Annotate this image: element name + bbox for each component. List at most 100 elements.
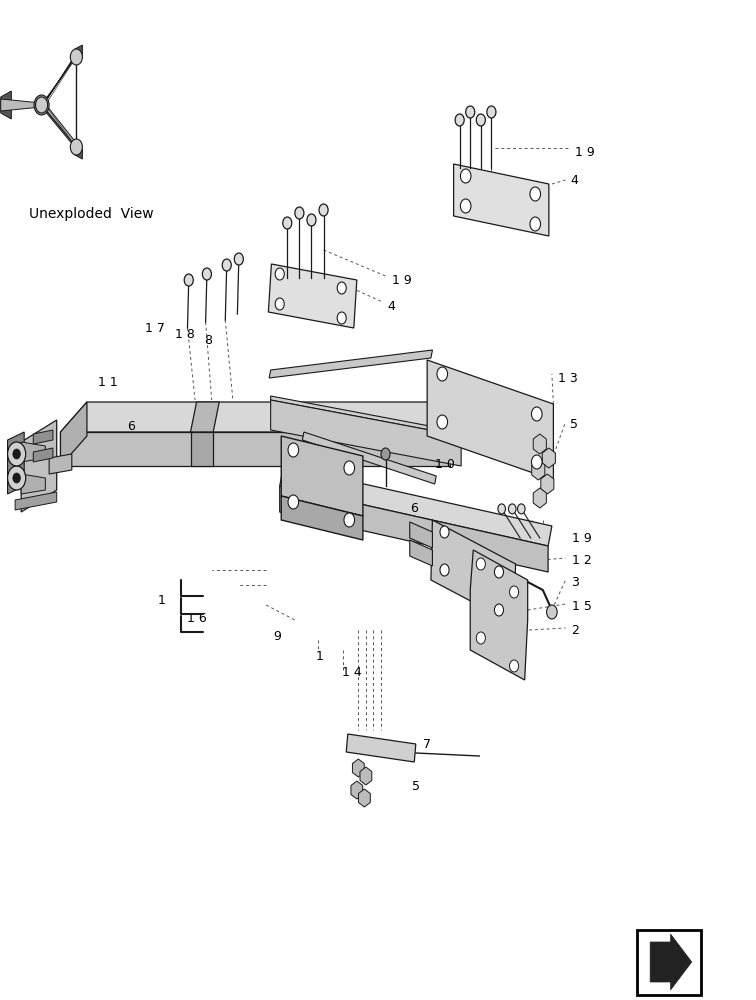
Text: 1 7: 1 7 [145,322,165,334]
Text: 7: 7 [423,738,432,750]
Polygon shape [454,164,549,236]
Circle shape [531,407,542,421]
Circle shape [203,268,212,280]
Text: 1 3: 1 3 [558,371,578,384]
Circle shape [455,114,464,126]
Circle shape [547,605,557,619]
Circle shape [34,95,49,115]
Circle shape [295,207,304,219]
Circle shape [381,448,390,460]
Text: 4: 4 [387,300,395,312]
Text: 5: 5 [412,780,420,792]
Circle shape [337,282,346,294]
Circle shape [476,558,485,570]
Polygon shape [75,45,82,59]
Text: 1 4: 1 4 [342,666,361,678]
Circle shape [437,367,448,381]
Text: 1 1: 1 1 [98,375,118,388]
Circle shape [307,214,316,226]
Polygon shape [541,474,554,494]
Polygon shape [533,434,547,454]
Text: 4: 4 [571,174,578,186]
Polygon shape [60,432,450,466]
Polygon shape [650,934,692,990]
Polygon shape [410,522,432,548]
Circle shape [487,106,496,118]
Circle shape [13,473,20,483]
Circle shape [70,49,82,65]
Circle shape [518,504,525,514]
Circle shape [440,564,449,576]
Polygon shape [542,448,556,468]
Text: 1 9: 1 9 [572,532,591,544]
Text: 6: 6 [410,502,417,514]
Circle shape [510,586,519,598]
Polygon shape [21,474,45,494]
Polygon shape [280,466,552,546]
Circle shape [531,455,542,469]
Circle shape [494,604,503,616]
Polygon shape [191,432,213,466]
Circle shape [476,632,485,644]
Text: 1 9: 1 9 [392,273,411,286]
Circle shape [283,217,292,229]
Circle shape [288,443,299,457]
Circle shape [234,253,243,265]
Circle shape [510,660,519,672]
Circle shape [13,449,20,459]
Polygon shape [281,436,363,516]
Polygon shape [268,264,357,328]
Polygon shape [1,91,11,119]
Circle shape [70,139,82,155]
Polygon shape [42,103,78,149]
Circle shape [530,187,541,201]
Circle shape [440,526,449,538]
Circle shape [344,461,355,475]
Circle shape [36,97,48,113]
Polygon shape [75,145,82,159]
Circle shape [184,274,194,286]
Text: 1 5: 1 5 [572,599,591,612]
Circle shape [275,298,284,310]
Polygon shape [351,781,363,799]
Circle shape [494,566,503,578]
Polygon shape [191,402,219,432]
Circle shape [460,199,471,213]
Polygon shape [21,442,45,462]
Circle shape [509,504,516,514]
Polygon shape [280,486,548,572]
Polygon shape [33,430,53,444]
Polygon shape [431,520,516,624]
Text: 8: 8 [204,334,212,347]
Text: 1: 1 [316,650,324,662]
Polygon shape [352,759,364,777]
Text: 5: 5 [570,418,578,432]
Circle shape [319,204,328,216]
Text: 1 2: 1 2 [572,554,591,566]
Text: 1 6: 1 6 [187,611,207,624]
Polygon shape [470,550,528,680]
Text: 1 9: 1 9 [575,145,594,158]
Text: 1: 1 [157,593,165,606]
Text: Unexploded  View: Unexploded View [29,207,153,221]
Text: 6: 6 [127,420,135,432]
Polygon shape [346,734,416,762]
Polygon shape [427,360,553,480]
Polygon shape [531,460,545,480]
Polygon shape [21,420,57,512]
Circle shape [8,442,26,466]
Circle shape [8,466,26,490]
Polygon shape [281,496,363,540]
Circle shape [437,415,448,429]
Polygon shape [42,51,78,107]
Polygon shape [33,448,53,462]
Polygon shape [533,488,547,508]
Text: 1 8: 1 8 [175,328,195,340]
Polygon shape [15,492,57,510]
Polygon shape [60,402,476,432]
Polygon shape [271,396,461,436]
Circle shape [476,114,485,126]
Polygon shape [358,789,370,807]
Polygon shape [360,767,372,785]
Polygon shape [60,402,87,466]
